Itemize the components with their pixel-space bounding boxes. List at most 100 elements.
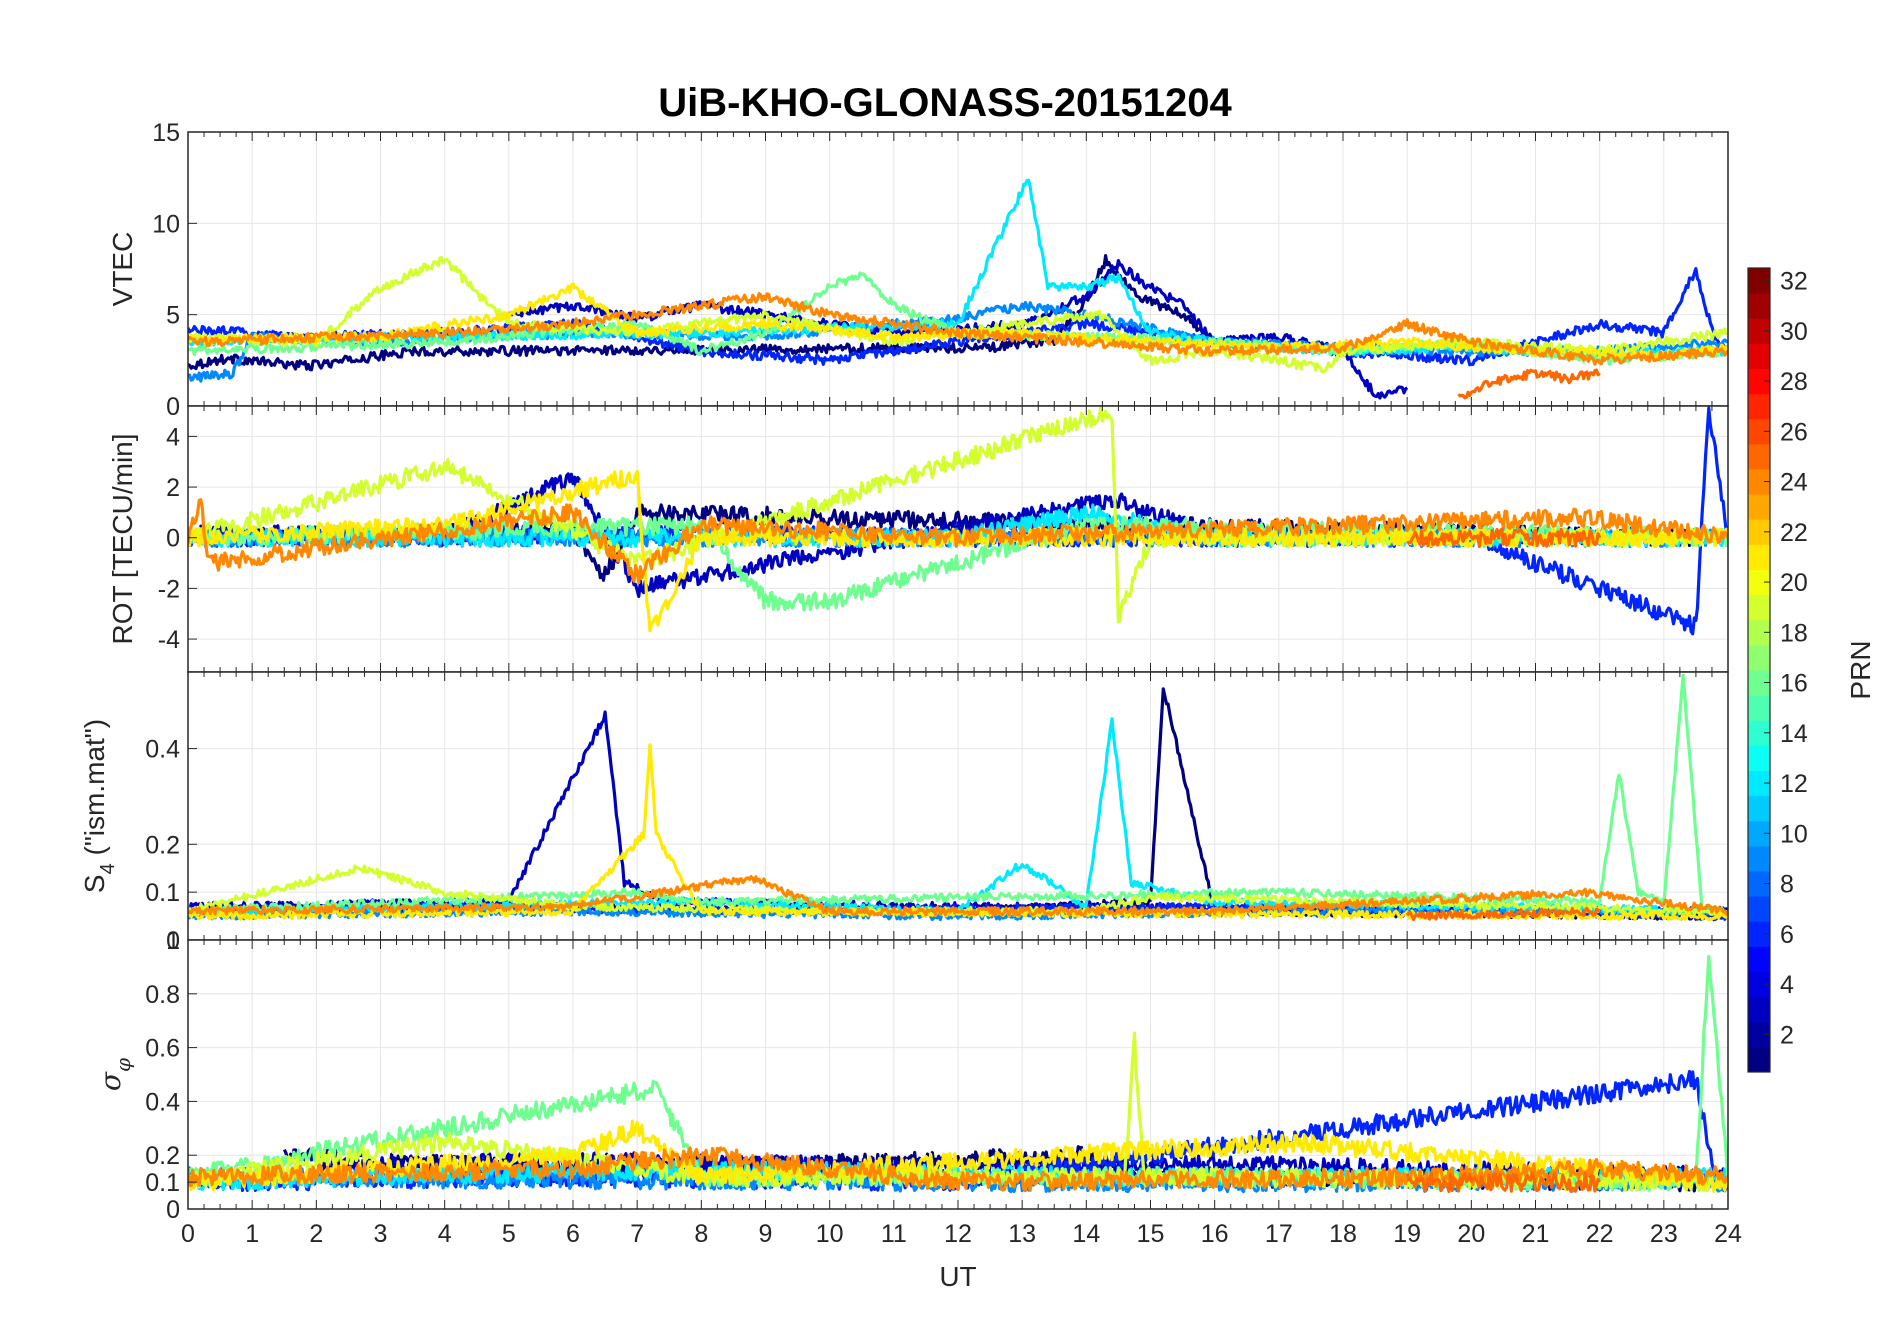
colorbar-tick-label: 12 — [1780, 770, 1808, 798]
y-axis-label-tail: ("ism.mat") — [79, 719, 110, 863]
vtec-series-group — [188, 178, 1728, 400]
colorbar-segment — [1748, 695, 1770, 721]
y-axis-label: VTEC — [107, 232, 138, 307]
colorbar-tick-label: 22 — [1780, 519, 1808, 547]
colorbar-tick-label: 18 — [1780, 619, 1808, 647]
colorbar-segment — [1748, 519, 1770, 545]
chart-title: UiB-KHO-GLONASS-20151204 — [658, 81, 1232, 125]
y-tick-label: 0.4 — [145, 1088, 180, 1116]
colorbar-tick-label: 6 — [1780, 921, 1794, 949]
x-tick-label: 1 — [245, 1220, 259, 1248]
y-tick-label: 2 — [166, 474, 180, 502]
rot-series-group — [188, 406, 1728, 636]
x-tick-label: 8 — [694, 1220, 708, 1248]
x-axis-label: UT — [939, 1261, 976, 1292]
y-axis-label-subscript: 4 — [97, 863, 119, 874]
x-tick-label: 4 — [438, 1220, 452, 1248]
x-tick-label: 24 — [1714, 1220, 1742, 1248]
series-line-prn-21 — [188, 282, 1728, 361]
colorbar-tick-label: 30 — [1780, 318, 1808, 346]
y-tick-label: 0.2 — [145, 1142, 180, 1170]
colorbar-segment — [1748, 544, 1770, 570]
y-tick-label: 0 — [166, 525, 180, 553]
colorbar-segment — [1748, 1046, 1770, 1073]
series-line-prn-25 — [1405, 906, 1601, 922]
y-tick-label: 15 — [152, 119, 180, 147]
colorbar-tick-label: 4 — [1780, 971, 1794, 999]
colorbar-segment — [1748, 569, 1770, 596]
colorbar-segment — [1748, 720, 1770, 746]
colorbar-segment — [1748, 644, 1770, 671]
colorbar-segment — [1748, 1021, 1770, 1048]
x-tick-label: 9 — [759, 1220, 773, 1248]
colorbar-segment — [1748, 418, 1770, 445]
colorbar-segment — [1748, 896, 1770, 922]
x-tick-label: 21 — [1522, 1220, 1550, 1248]
y-tick-label: 0.2 — [145, 831, 180, 859]
y-tick-label: 4 — [166, 423, 180, 451]
x-tick-label: 7 — [630, 1220, 644, 1248]
colorbar-segment — [1748, 745, 1770, 771]
x-axis-tick-labels: 0 1 2 3 4 5 6 7 8 9 10 11 12 13 14 15 16 17 18 19 20 21 22 23 24 — [181, 1220, 1742, 1248]
colorbar-tick-label: 14 — [1780, 720, 1808, 748]
x-tick-label: 18 — [1329, 1220, 1357, 1248]
colorbar-segment — [1748, 368, 1770, 395]
rot-panel: -4 -2 0 2 4 ROT [TECU/min] — [107, 405, 1729, 673]
series-line-prn-25 — [1406, 527, 1602, 549]
colorbar-tick-label: 28 — [1780, 368, 1808, 396]
y-tick-label: 0.1 — [145, 1169, 180, 1197]
x-tick-label: 19 — [1393, 1220, 1421, 1248]
colorbar-segment — [1748, 494, 1770, 520]
colorbar-tick-label: 26 — [1780, 418, 1808, 446]
x-tick-label: 14 — [1072, 1220, 1100, 1248]
y-tick-label: 0.8 — [145, 981, 180, 1009]
x-tick-label: 17 — [1265, 1220, 1293, 1248]
x-tick-label: 10 — [816, 1220, 844, 1248]
colorbar-tick-label: 16 — [1780, 670, 1808, 698]
x-tick-label: 0 — [181, 1220, 195, 1248]
y-tick-label: -4 — [158, 626, 180, 654]
colorbar-segment — [1748, 820, 1770, 847]
series-line-prn-25 — [1457, 368, 1601, 400]
colorbar-segment — [1748, 343, 1770, 369]
y-axis-label: σφ — [94, 1058, 135, 1091]
y-axis-label-subscript: φ — [111, 1058, 135, 1072]
sigma-series-group — [188, 954, 1728, 1194]
x-tick-label: 15 — [1137, 1220, 1165, 1248]
colorbar-segment — [1748, 594, 1770, 621]
y-tick-label: 0.1 — [145, 879, 180, 907]
y-tick-label: 0 — [166, 1196, 180, 1224]
y-axis-label-main: σ — [94, 1071, 127, 1091]
y-axis-label-main: S — [79, 874, 110, 893]
colorbar-segment — [1748, 770, 1770, 797]
colorbar-segment — [1748, 845, 1770, 872]
colorbar-tick-label: 8 — [1780, 871, 1794, 899]
s4-series-group — [188, 673, 1728, 922]
y-tick-label: 1 — [166, 927, 180, 955]
colorbar-segment — [1748, 318, 1770, 344]
colorbar-tick-label: 20 — [1780, 569, 1808, 597]
x-tick-label: 22 — [1586, 1220, 1614, 1248]
colorbar-tick-label: 24 — [1780, 469, 1808, 497]
series-line-prn-21 — [188, 1119, 1728, 1192]
colorbar-segment — [1748, 469, 1770, 495]
x-tick-label: 5 — [502, 1220, 516, 1248]
x-tick-label: 6 — [566, 1220, 580, 1248]
x-tick-label: 3 — [374, 1220, 388, 1248]
y-tick-label: 0 — [166, 393, 180, 421]
x-tick-label: 11 — [881, 1220, 907, 1248]
y-tick-label: -2 — [158, 575, 180, 603]
series-line-prn-24 — [188, 498, 1728, 585]
colorbar-segment — [1748, 795, 1770, 822]
y-axis-label: ROT [TECU/min] — [107, 433, 138, 644]
colorbar-segment — [1748, 393, 1770, 420]
x-tick-label: 2 — [309, 1220, 323, 1248]
series-line-prn-25 — [1405, 1171, 1602, 1193]
colorbar-frame — [1747, 267, 1771, 1073]
x-tick-label: 16 — [1201, 1220, 1229, 1248]
colorbar-tick-label: 10 — [1780, 820, 1808, 848]
colorbar-tick-label: 32 — [1780, 268, 1808, 296]
colorbar-segment — [1748, 293, 1770, 319]
colorbar-segment — [1748, 996, 1770, 1023]
